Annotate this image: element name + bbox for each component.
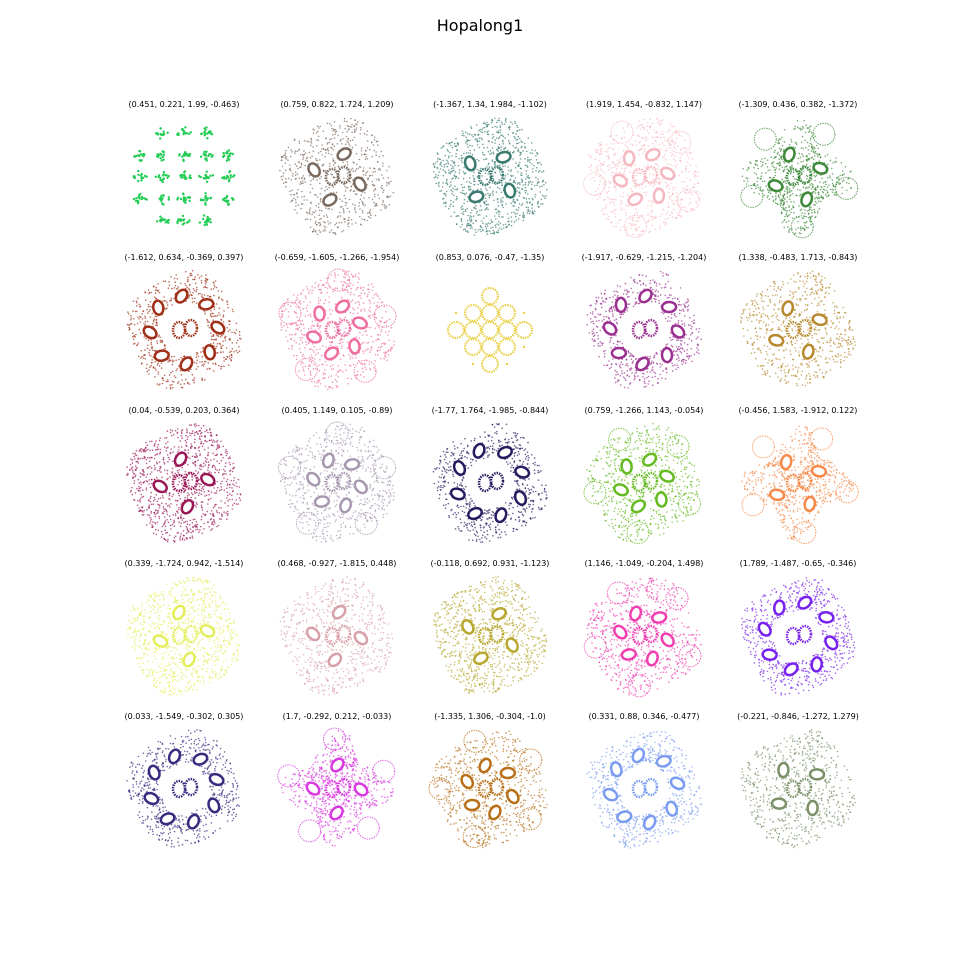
subplot-title: (0.451, 0.221, 1.99, -0.463) (128, 100, 240, 109)
subplot-title: (-1.367, 1.34, 1.984, -1.102) (433, 100, 547, 109)
subplot-title: (-0.221, -0.846, -1.272, 1.279) (737, 712, 859, 721)
attractor-scatter (583, 117, 702, 238)
subplot: (0.033, -1.549, -0.302, 0.305) (125, 712, 243, 857)
subplot-title: (0.405, 1.149, 0.105, -0.89) (281, 406, 393, 415)
subplot-title: (0.033, -1.549, -0.302, 0.305) (124, 712, 244, 721)
attractor-scatter (446, 286, 534, 374)
attractor-scatter (278, 421, 397, 543)
subplot: (0.853, 0.076, -0.47, -1.35) (432, 253, 548, 398)
subplot: (0.331, 0.88, 0.346, -0.477) (586, 712, 702, 857)
subplot-title: (0.468, -0.927, -1.815, 0.448) (277, 559, 397, 568)
subplot: (1.338, -0.483, 1.713, -0.843) (739, 253, 857, 398)
subplot-title: (0.759, 0.822, 1.724, 1.209) (280, 100, 394, 109)
subplot: (0.759, -1.266, 1.143, -0.054) (583, 406, 703, 551)
subplot: (-0.221, -0.846, -1.272, 1.279) (737, 712, 859, 857)
subplot-title: (1.338, -0.483, 1.713, -0.843) (738, 253, 858, 262)
subplot-title: (1.919, 1.454, -0.832, 1.147) (586, 100, 702, 109)
attractor-scatter (741, 425, 859, 545)
attractor-scatter (586, 270, 702, 389)
subplot: (-0.456, 1.583, -1.912, 0.122) (739, 406, 859, 551)
subplot-title: (0.04, -0.539, 0.203, 0.364) (128, 406, 240, 415)
attractor-scatter (126, 576, 240, 696)
subplot-title: (-0.456, 1.583, -1.912, 0.122) (738, 406, 858, 415)
attractor-scatter (433, 576, 548, 694)
subplot-title: (-0.118, 0.692, 0.931, -1.123) (430, 559, 550, 568)
subplot: (0.04, -0.539, 0.203, 0.364) (126, 406, 242, 551)
subplot-title: (0.853, 0.076, -0.47, -1.35) (435, 253, 545, 262)
subplot-title: (1.146, -1.049, -0.204, 1.498) (584, 559, 704, 568)
attractor-scatter (279, 117, 395, 236)
attractor-scatter (126, 423, 242, 543)
subplot-title: (1.789, -1.487, -0.65, -0.346) (739, 559, 857, 568)
attractor-scatter (740, 270, 856, 387)
attractor-scatter (586, 730, 702, 849)
subplot-title: (-1.335, 1.306, -0.304, -1.0) (434, 712, 546, 721)
subplot-title: (-1.77, 1.764, -1.985, -0.844) (431, 406, 549, 415)
subplot-title: (0.331, 0.88, 0.346, -0.477) (588, 712, 700, 721)
subplot: (-1.309, 0.436, 0.382, -1.372) (739, 100, 859, 245)
subplot: (-0.118, 0.692, 0.931, -1.123) (431, 559, 549, 704)
subplot: (1.789, -1.487, -0.65, -0.346) (740, 559, 856, 704)
subplot: (0.339, -1.724, 0.942, -1.514) (125, 559, 243, 704)
subplot: (-0.659, -1.605, -1.266, -1.954) (275, 253, 399, 398)
attractor-scatter (740, 119, 859, 239)
subplot: (-1.612, 0.634, -0.369, 0.397) (125, 253, 243, 398)
subplot-title: (-1.917, -0.629, -1.215, -1.204) (581, 253, 707, 262)
figure-title: Hopalong1 (436, 16, 524, 35)
attractor-scatter (740, 729, 856, 849)
subplot: (1.7, -0.292, 0.212, -0.033) (277, 712, 396, 857)
attractor-scatter (126, 729, 240, 848)
subplot-title: (0.339, -1.724, 0.942, -1.514) (124, 559, 244, 568)
subplot-title: (0.759, -1.266, 1.143, -0.054) (584, 406, 704, 415)
attractor-scatter (432, 423, 548, 543)
attractor-scatter (132, 126, 236, 227)
subplot: (-1.335, 1.306, -0.304, -1.0) (428, 712, 548, 857)
subplot-title: (-1.309, 0.436, 0.382, -1.372) (738, 100, 858, 109)
subplot: (0.405, 1.149, 0.105, -0.89) (278, 406, 397, 551)
subplot: (0.759, 0.822, 1.724, 1.209) (279, 100, 395, 245)
attractor-scatter (278, 268, 397, 391)
attractor-scatter (126, 269, 242, 390)
subplot: (1.146, -1.049, -0.204, 1.498) (583, 559, 703, 704)
subplot: (-1.917, -0.629, -1.215, -1.204) (582, 253, 706, 398)
subplot: (-1.367, 1.34, 1.984, -1.102) (432, 100, 548, 245)
attractor-scatter (428, 729, 548, 849)
attractor-scatter (279, 576, 394, 696)
subplot: (-1.77, 1.764, -1.985, -0.844) (432, 406, 548, 551)
subplot: (0.468, -0.927, -1.815, 0.448) (278, 559, 396, 704)
attractor-scatter (277, 727, 396, 847)
attractor-scatter (432, 117, 548, 236)
subplot-title: (1.7, -0.292, 0.212, -0.033) (282, 712, 392, 721)
subplot: (1.919, 1.454, -0.832, 1.147) (583, 100, 702, 245)
attractor-scatter (583, 577, 702, 698)
attractor-scatter (583, 422, 701, 545)
subplot-title: (-1.612, 0.634, -0.369, 0.397) (124, 253, 244, 262)
subplot-title: (-0.659, -1.605, -1.266, -1.954) (274, 253, 400, 262)
subplot: (0.451, 0.221, 1.99, -0.463) (126, 100, 242, 245)
attractor-scatter (741, 577, 856, 696)
